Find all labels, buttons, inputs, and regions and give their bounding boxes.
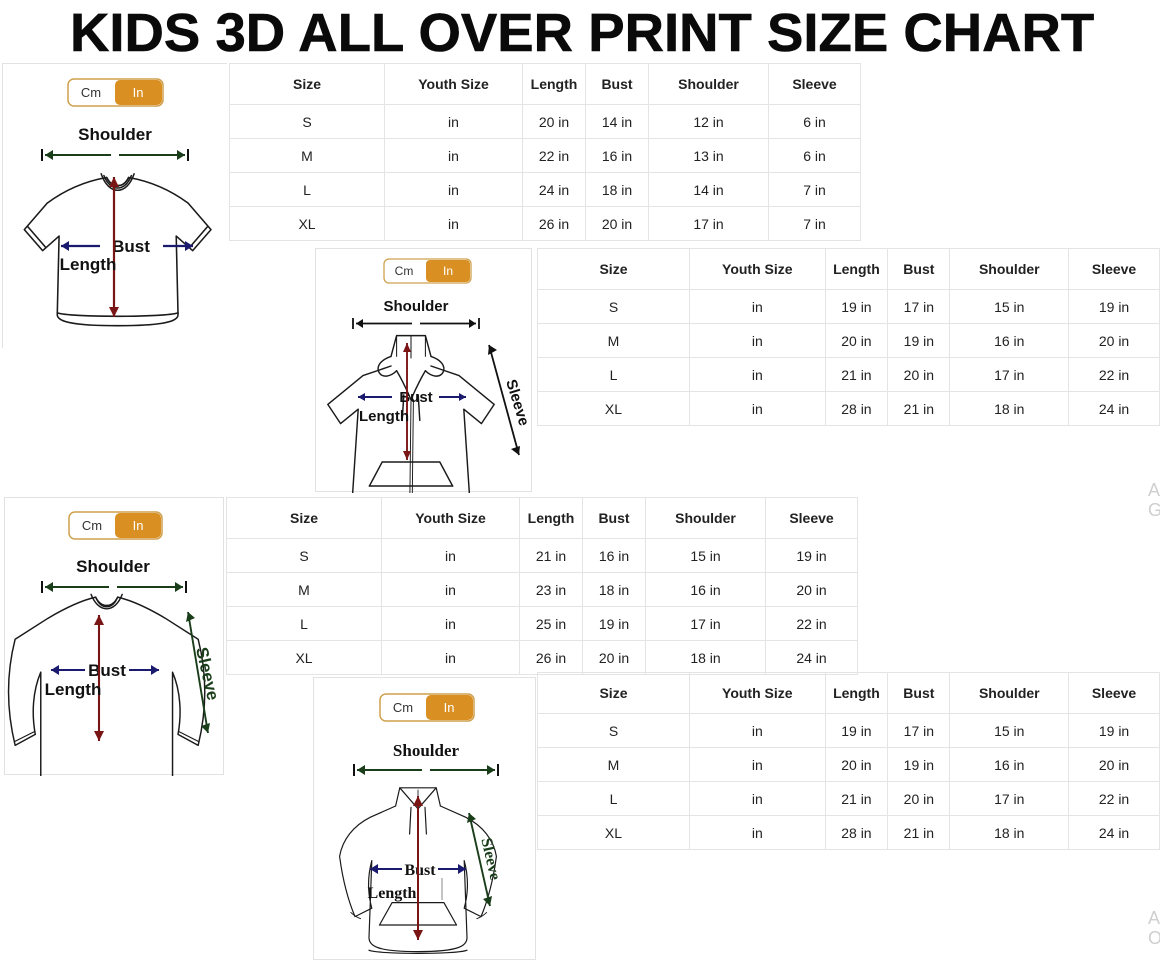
svg-text:Length: Length: [60, 255, 117, 274]
svg-text:Bust: Bust: [404, 862, 436, 879]
svg-text:Shoulder: Shoulder: [76, 557, 150, 576]
svg-text:Length: Length: [45, 680, 102, 699]
svg-text:Cm: Cm: [82, 518, 102, 533]
svg-text:Length: Length: [368, 885, 417, 902]
svg-text:Bust: Bust: [399, 389, 432, 406]
svg-text:Sleeve: Sleeve: [477, 836, 503, 881]
svg-text:Shoulder: Shoulder: [383, 298, 448, 315]
svg-text:Bust: Bust: [112, 237, 150, 256]
svg-text:Shoulder: Shoulder: [393, 741, 460, 760]
svg-text:Sleeve: Sleeve: [192, 645, 223, 702]
svg-text:Sleeve: Sleeve: [502, 377, 532, 427]
svg-text:Cm: Cm: [395, 264, 414, 278]
svg-text:In: In: [133, 85, 144, 100]
svg-text:In: In: [443, 264, 453, 278]
svg-text:In: In: [444, 700, 455, 715]
svg-text:Bust: Bust: [88, 661, 126, 680]
svg-text:Cm: Cm: [393, 700, 413, 715]
svg-text:Cm: Cm: [81, 85, 101, 100]
svg-text:In: In: [133, 518, 144, 533]
svg-text:Shoulder: Shoulder: [78, 125, 152, 144]
svg-text:Length: Length: [359, 408, 409, 425]
